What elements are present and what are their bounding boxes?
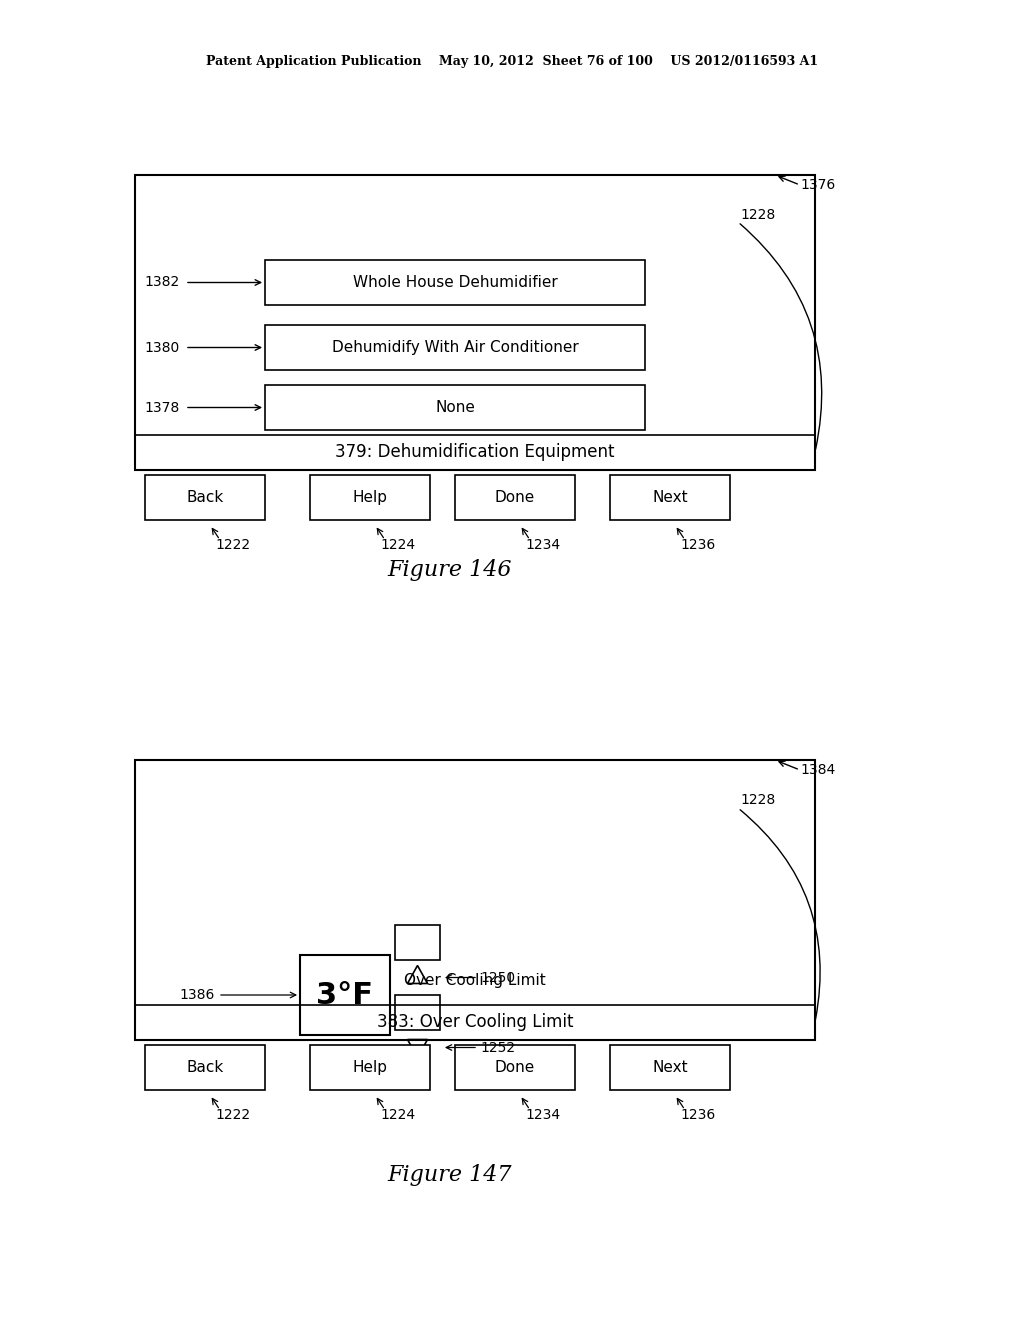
Text: 1234: 1234	[525, 539, 560, 552]
Text: 1236: 1236	[680, 1107, 715, 1122]
Text: Next: Next	[652, 1060, 688, 1074]
FancyBboxPatch shape	[610, 1045, 730, 1090]
FancyBboxPatch shape	[265, 385, 645, 430]
FancyBboxPatch shape	[265, 260, 645, 305]
Text: Back: Back	[186, 490, 223, 506]
Text: Help: Help	[352, 490, 387, 506]
Text: 1222: 1222	[215, 539, 250, 552]
Text: 1380: 1380	[144, 341, 180, 355]
Text: 1228: 1228	[740, 209, 775, 222]
FancyBboxPatch shape	[610, 475, 730, 520]
Text: 1252: 1252	[480, 1040, 515, 1055]
Text: 1382: 1382	[144, 276, 180, 289]
Text: Figure 146: Figure 146	[388, 558, 512, 581]
Text: 1384: 1384	[800, 763, 836, 777]
FancyBboxPatch shape	[145, 475, 265, 520]
FancyBboxPatch shape	[135, 176, 815, 470]
Text: 1224: 1224	[380, 539, 415, 552]
Text: 1386: 1386	[179, 987, 215, 1002]
Text: 1224: 1224	[380, 1107, 415, 1122]
Text: 1376: 1376	[800, 178, 836, 191]
FancyBboxPatch shape	[395, 925, 440, 960]
FancyBboxPatch shape	[455, 475, 575, 520]
Text: Help: Help	[352, 1060, 387, 1074]
Text: 1250: 1250	[480, 970, 515, 985]
FancyBboxPatch shape	[265, 325, 645, 370]
Text: None: None	[435, 400, 475, 414]
Text: Figure 147: Figure 147	[388, 1164, 512, 1185]
Text: 379: Dehumidification Equipment: 379: Dehumidification Equipment	[335, 444, 614, 461]
FancyBboxPatch shape	[310, 1045, 430, 1090]
FancyBboxPatch shape	[395, 995, 440, 1030]
Text: 1222: 1222	[215, 1107, 250, 1122]
Text: 1236: 1236	[680, 539, 715, 552]
Text: Next: Next	[652, 490, 688, 506]
Text: Over Cooling Limit: Over Cooling Limit	[404, 973, 546, 987]
Text: Done: Done	[495, 1060, 536, 1074]
Text: Done: Done	[495, 490, 536, 506]
FancyBboxPatch shape	[135, 760, 815, 1040]
Text: Whole House Dehumidifier: Whole House Dehumidifier	[352, 275, 557, 290]
FancyBboxPatch shape	[310, 475, 430, 520]
Text: Patent Application Publication    May 10, 2012  Sheet 76 of 100    US 2012/01165: Patent Application Publication May 10, 2…	[206, 55, 818, 69]
Text: Dehumidify With Air Conditioner: Dehumidify With Air Conditioner	[332, 341, 579, 355]
Text: 1234: 1234	[525, 1107, 560, 1122]
Text: Back: Back	[186, 1060, 223, 1074]
FancyBboxPatch shape	[145, 1045, 265, 1090]
Text: 1228: 1228	[740, 793, 775, 807]
FancyBboxPatch shape	[300, 954, 390, 1035]
Text: 1378: 1378	[144, 400, 180, 414]
Text: 3°F: 3°F	[316, 981, 374, 1010]
FancyBboxPatch shape	[455, 1045, 575, 1090]
Text: 383: Over Cooling Limit: 383: Over Cooling Limit	[377, 1012, 573, 1031]
